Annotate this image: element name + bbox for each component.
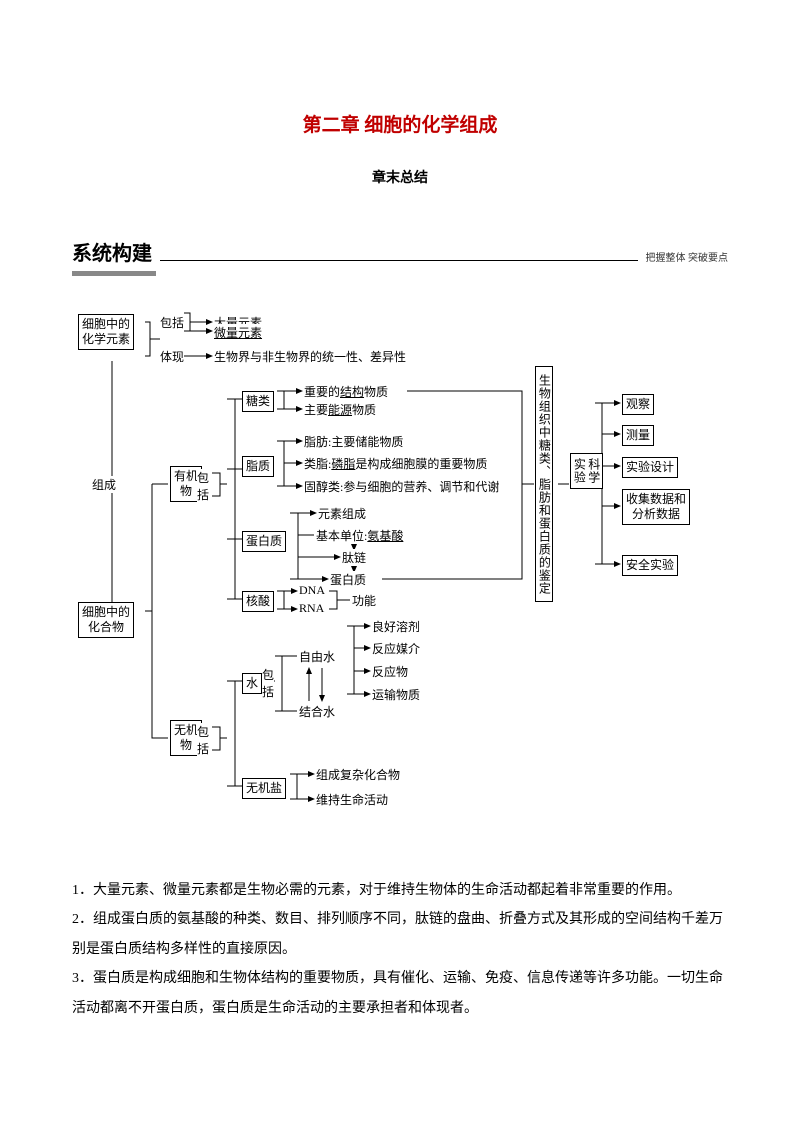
chapter-subtitle: 章末总结 [72,167,728,187]
paragraph-3: 3．蛋白质是构成细胞和生物体结构的重要物质，具有催化、运输、免疫、信息传递等许多… [72,964,728,1023]
paragraph-2: 2．组成蛋白质的氨基酸的种类、数目、排列顺序不同，肽链的盘曲、折叠方式及其形成的… [72,905,728,964]
node-rna: RNA [299,601,324,616]
node-water: 水 [242,673,262,694]
label-include2: 包 括 [197,469,209,503]
node-prot4: 蛋白质 [330,571,366,588]
node-prot1: 元素组成 [318,505,366,522]
node-w1: 良好溶剂 [372,618,420,635]
label-include3: 包 括 [197,723,209,757]
node-lipid3: 固醇类:参与细胞的营养、调节和代谢 [304,478,499,495]
concept-diagram: 细胞中的 化学元素 包括 体现 大量元素 微量元素 生物界与非生物界的统一性、差… [72,306,722,846]
section-header: 系统构建 把握整体 突破要点 [72,237,728,266]
label-include4: 包 括 [262,666,274,700]
node-compounds: 细胞中的 化合物 [78,602,134,638]
node-nucleic: 核酸 [242,591,274,612]
node-w2: 反应媒介 [372,640,420,657]
node-sugar2: 主要能源物质 [304,401,376,418]
node-lipid: 脂质 [242,456,274,477]
node-sugar1: 重要的结构物质 [304,383,388,400]
label-include1: 包括 [160,314,184,331]
section-note: 把握整体 突破要点 [646,249,729,264]
section-underline [72,271,156,276]
node-w3: 反应物 [372,663,408,680]
chapter-title: 第二章 细胞的化学组成 [72,110,728,137]
node-exp3: 实验设计 [622,457,678,478]
node-salt2: 维持生命活动 [316,791,388,808]
node-freewater: 自由水 [299,648,335,665]
node-lipid2: 类脂:磷脂是构成细胞膜的重要物质 [304,455,487,472]
section-title: 系统构建 [72,237,152,266]
node-boundwater: 结合水 [299,703,335,720]
node-dna: DNA [299,583,325,598]
node-exp4: 收集数据和 分析数据 [622,489,690,525]
node-salt1: 组成复杂化合物 [316,766,400,783]
label-embody: 体现 [160,348,184,365]
node-salt: 无机盐 [242,778,286,799]
node-func: 功能 [352,592,376,609]
content-paragraphs: 1．大量元素、微量元素都是生物必需的元素，对于维持生物体的生命活动都起着非常重要… [72,876,728,1023]
vbox-experiment: 科学 实验 [570,453,603,489]
node-unity: 生物界与非生物界的统一性、差异性 [214,348,406,365]
node-prot3: 肽链 [342,549,366,566]
section-line [160,260,638,261]
connector-lines [72,306,722,846]
paragraph-1: 1．大量元素、微量元素都是生物必需的元素，对于维持生物体的生命活动都起着非常重要… [72,876,728,905]
node-micro: 微量元素 [214,324,262,341]
label-compose: 组成 [92,476,116,493]
node-elements: 细胞中的 化学元素 [78,314,134,350]
node-lipid1: 脂肪:主要储能物质 [304,433,403,450]
node-protein: 蛋白质 [242,531,286,552]
node-exp1: 观察 [622,394,654,415]
node-prot2: 基本单位:氨基酸 [316,527,403,544]
node-sugar: 糖类 [242,391,274,412]
node-exp2: 测量 [622,425,654,446]
node-w4: 运输物质 [372,686,420,703]
vbox-identify: 生物组织中糖类、脂肪和蛋白质的鉴定 [535,366,553,602]
node-exp5: 安全实验 [622,555,678,576]
